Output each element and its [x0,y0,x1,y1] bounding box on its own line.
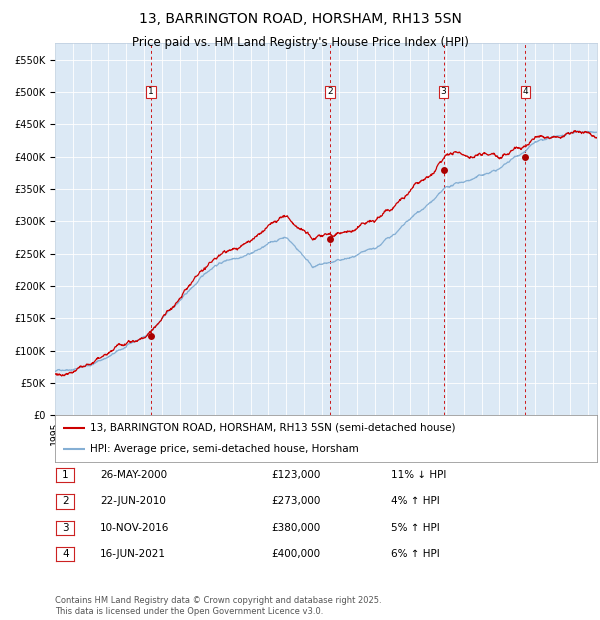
Text: 11% ↓ HPI: 11% ↓ HPI [391,470,446,480]
Text: 1: 1 [148,87,154,97]
Text: 3: 3 [62,523,69,533]
Text: HPI: Average price, semi-detached house, Horsham: HPI: Average price, semi-detached house,… [91,445,359,454]
Text: 4% ↑ HPI: 4% ↑ HPI [391,497,440,507]
Text: £380,000: £380,000 [271,523,320,533]
Text: 13, BARRINGTON ROAD, HORSHAM, RH13 5SN (semi-detached house): 13, BARRINGTON ROAD, HORSHAM, RH13 5SN (… [91,423,456,433]
Text: £400,000: £400,000 [271,549,320,559]
Text: 2: 2 [327,87,333,97]
Text: 26-MAY-2000: 26-MAY-2000 [100,470,167,480]
Text: £273,000: £273,000 [271,497,320,507]
Text: 16-JUN-2021: 16-JUN-2021 [100,549,166,559]
Text: 2: 2 [62,497,69,507]
Text: 6% ↑ HPI: 6% ↑ HPI [391,549,440,559]
Text: Price paid vs. HM Land Registry's House Price Index (HPI): Price paid vs. HM Land Registry's House … [131,36,469,49]
Text: 4: 4 [523,87,528,97]
Text: 3: 3 [440,87,446,97]
Text: 10-NOV-2016: 10-NOV-2016 [100,523,170,533]
Text: £123,000: £123,000 [271,470,320,480]
Text: 5% ↑ HPI: 5% ↑ HPI [391,523,440,533]
Text: Contains HM Land Registry data © Crown copyright and database right 2025.
This d: Contains HM Land Registry data © Crown c… [55,596,382,616]
Text: 4: 4 [62,549,69,559]
Text: 1: 1 [62,470,69,480]
Text: 13, BARRINGTON ROAD, HORSHAM, RH13 5SN: 13, BARRINGTON ROAD, HORSHAM, RH13 5SN [139,12,461,27]
Text: 22-JUN-2010: 22-JUN-2010 [100,497,166,507]
